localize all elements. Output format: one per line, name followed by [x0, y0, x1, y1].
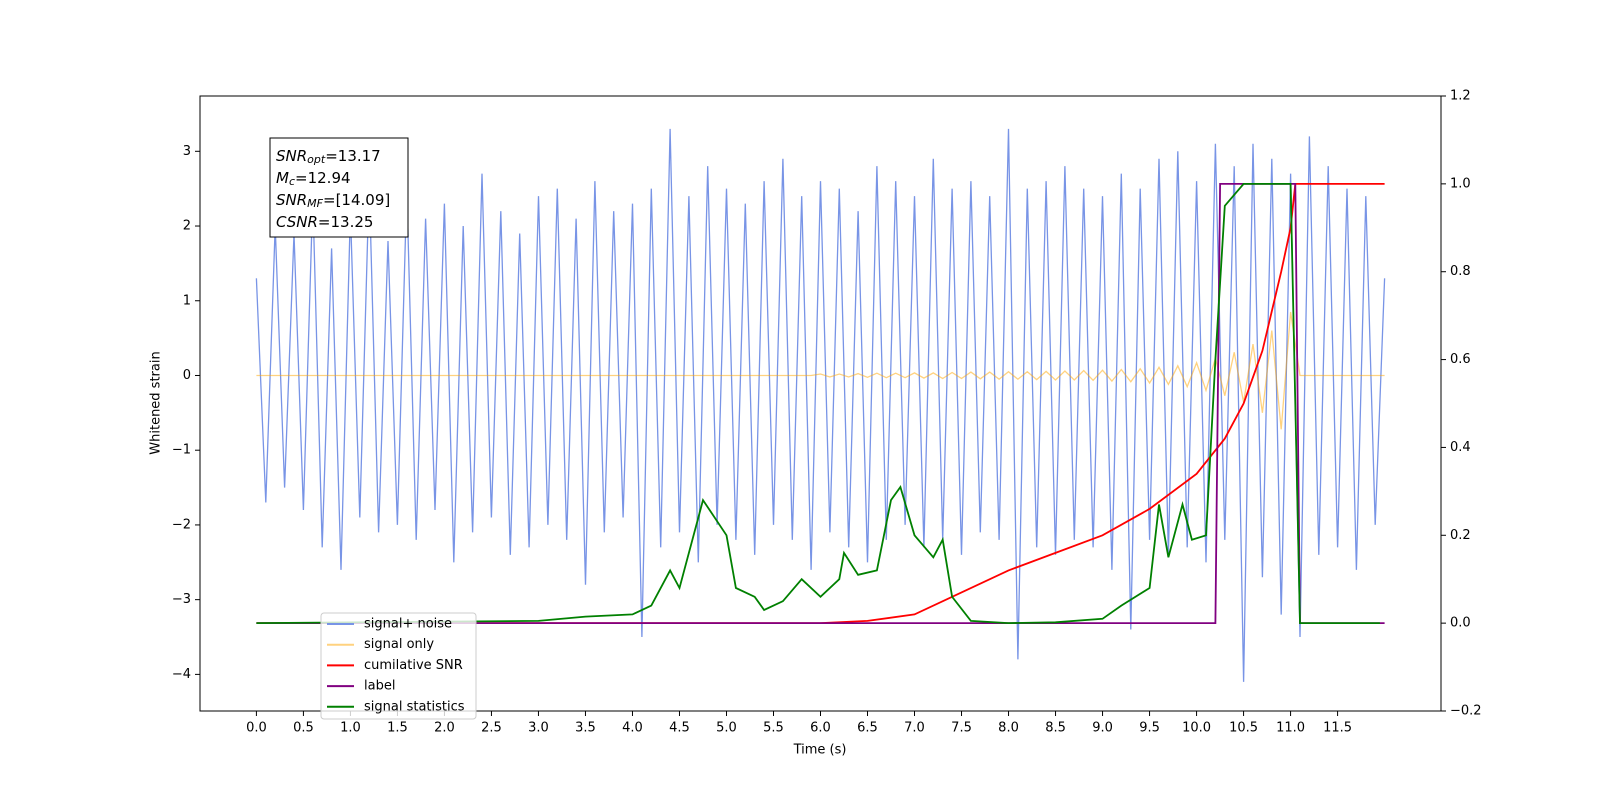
plot-area [255, 128, 1386, 682]
y2-tick-label: 0.8 [1450, 264, 1471, 279]
x-tick-label: 6.5 [857, 721, 878, 736]
annotation-symbol: SNR [276, 147, 307, 165]
annotation-value: =13.17 [325, 147, 381, 165]
x-tick-label: 9.0 [1092, 721, 1113, 736]
annotation-symbol: M [276, 169, 289, 187]
x-tick-label: 1.0 [340, 721, 361, 736]
y-tick-label: −1 [172, 443, 191, 458]
annotation-value: =[14.09] [323, 191, 390, 209]
annotation-value: =12.94 [295, 169, 351, 187]
y-axis-label: Whitened strain [149, 351, 164, 454]
x-tick-label: 8.0 [998, 721, 1019, 736]
y2-tick-label: 0.6 [1450, 352, 1471, 367]
y2-tick-label: 0.2 [1450, 528, 1471, 543]
annotation-line: SNRMF=[14.09] [276, 191, 390, 211]
x-tick-label: 0.0 [246, 721, 267, 736]
x-tick-label: 7.5 [951, 721, 972, 736]
x-tick-label: 4.0 [622, 721, 643, 736]
x-tick-label: 2.0 [434, 721, 455, 736]
y2-tick-label: 1.0 [1450, 176, 1471, 191]
y2-tick-label: 0.0 [1450, 616, 1471, 631]
legend-label: signal only [364, 637, 434, 652]
x-axis-label: Time (s) [793, 743, 847, 758]
annotation-line: Mc=12.94 [276, 169, 351, 189]
x-tick-label: 11.0 [1276, 721, 1305, 736]
x-tick-label: 2.5 [481, 721, 502, 736]
x-tick-label: 6.0 [810, 721, 831, 736]
legend-label: label [364, 679, 395, 694]
x-tick-label: 4.5 [669, 721, 690, 736]
legend-label: signal statistics [364, 699, 465, 714]
annotation-line: SNRopt=13.17 [276, 147, 381, 167]
y-tick-label: −4 [172, 667, 191, 682]
series-line [256, 183, 1385, 624]
x-tick-label: 1.5 [387, 721, 408, 736]
y-tick-label: 1 [183, 293, 191, 308]
x-tick-label: 5.5 [763, 721, 784, 736]
y-tick-label: 2 [183, 219, 191, 234]
series-line [256, 183, 1380, 625]
x-tick-label: 8.5 [1045, 721, 1066, 736]
x-tick-label: 3.0 [528, 721, 549, 736]
legend-label: signal+ noise [364, 617, 452, 632]
legend-label: cumilative SNR [364, 658, 463, 673]
x-tick-label: 10.0 [1182, 721, 1211, 736]
y-tick-label: −2 [172, 517, 191, 532]
y-tick-label: 0 [183, 368, 191, 383]
annotation-subscript: MF [307, 197, 323, 210]
x-tick-label: 9.5 [1139, 721, 1160, 736]
annotation-subscript: c [289, 175, 295, 188]
y2-tick-label: 1.2 [1450, 89, 1471, 104]
legend-box [320, 612, 477, 720]
annotation-symbol: CSNR [276, 213, 318, 231]
y2-tick-label: 0.4 [1450, 440, 1471, 455]
x-tick-label: 10.5 [1229, 721, 1258, 736]
x-tick-label: 5.0 [716, 721, 737, 736]
y-tick-label: −3 [172, 592, 191, 607]
x-tick-label: 3.5 [575, 721, 596, 736]
series-line [256, 311, 1385, 430]
annotation-symbol: SNR [276, 191, 307, 209]
y2-tick-label: −0.2 [1450, 704, 1482, 719]
x-tick-label: 11.5 [1323, 721, 1352, 736]
x-tick-label: 0.5 [293, 721, 314, 736]
annotation-value: =13.25 [318, 213, 374, 231]
annotation-box [269, 137, 409, 238]
annotation-subscript: opt [307, 153, 326, 166]
series-line [256, 183, 1385, 624]
x-tick-label: 7.0 [904, 721, 925, 736]
annotation-line: CSNR=13.25 [276, 213, 373, 231]
y-tick-label: 3 [183, 144, 191, 159]
series-line [255, 128, 1386, 682]
